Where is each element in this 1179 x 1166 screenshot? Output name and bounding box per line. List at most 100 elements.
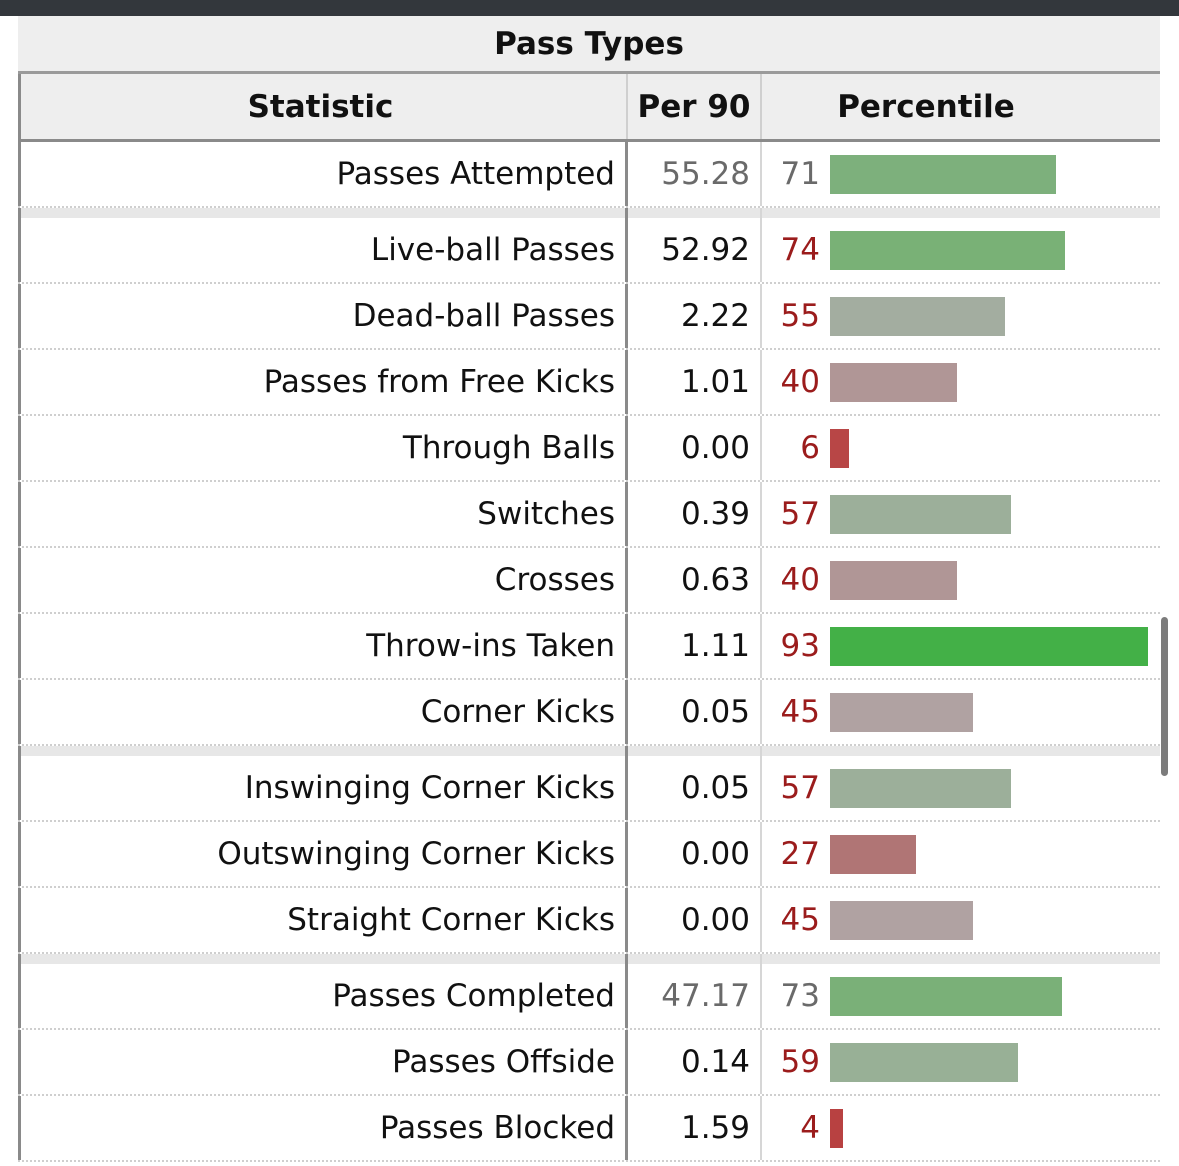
pass-types-table-container: Pass Types Statistic Per 90 Percentile P… xyxy=(18,16,1160,1166)
row-percentile-value: 4 xyxy=(800,1110,820,1146)
row-per-90-value: 0.05 xyxy=(628,756,762,820)
row-statistic-label: Dead-ball Passes xyxy=(18,284,628,348)
table-row: Passes Attempted 55.28 71 xyxy=(18,142,1160,208)
row-percentile-value: 93 xyxy=(780,628,820,664)
row-per-90-value: 1.01 xyxy=(628,350,762,414)
section-separator xyxy=(18,208,1160,218)
row-percentile-cell: 4 xyxy=(762,1096,1160,1160)
row-percentile-cell: 40 xyxy=(762,548,1160,612)
row-statistic-label: Through Balls xyxy=(18,416,628,480)
percentile-bar xyxy=(830,230,1065,270)
row-statistic-label: Outswinging Corner Kicks xyxy=(18,822,628,886)
row-percentile-value: 57 xyxy=(780,770,820,806)
row-per-90-value: 0.00 xyxy=(628,822,762,886)
table-header-row: Statistic Per 90 Percentile xyxy=(18,74,1160,142)
table-body: Passes Attempted 55.28 71 Live-ball Passes 5… xyxy=(18,142,1160,1162)
row-per-90-value: 0.39 xyxy=(628,482,762,546)
table-row: Crosses 0.63 40 xyxy=(18,548,1160,614)
row-percentile-value: 57 xyxy=(780,496,820,532)
percentile-bar xyxy=(830,834,916,874)
vertical-scrollbar[interactable] xyxy=(1161,617,1168,776)
row-per-90-value: 52.92 xyxy=(628,218,762,282)
header-percentile[interactable]: Percentile xyxy=(837,88,1015,125)
row-statistic-label: Throw-ins Taken xyxy=(18,614,628,678)
table-row: Dead-ball Passes 2.22 55 xyxy=(18,284,1160,350)
row-statistic-label: Passes Completed xyxy=(18,964,628,1028)
row-per-90-value: 0.00 xyxy=(628,416,762,480)
row-percentile-cell: 40 xyxy=(762,350,1160,414)
row-percentile-value: 45 xyxy=(780,902,820,938)
row-percentile-value: 6 xyxy=(800,430,820,466)
row-percentile-value: 55 xyxy=(780,298,820,334)
percentile-bar xyxy=(830,1042,1018,1082)
row-statistic-label: Passes Offside xyxy=(18,1030,628,1094)
row-percentile-cell: 71 xyxy=(762,142,1160,206)
row-percentile-cell: 27 xyxy=(762,822,1160,886)
row-statistic-label: Switches xyxy=(18,482,628,546)
header-statistic[interactable]: Statistic xyxy=(18,74,628,139)
percentile-bar xyxy=(830,428,849,468)
row-statistic-label: Passes from Free Kicks xyxy=(18,350,628,414)
percentile-bar xyxy=(830,154,1056,194)
row-statistic-label: Live-ball Passes xyxy=(18,218,628,282)
row-percentile-cell: 93 xyxy=(762,614,1160,678)
row-percentile-cell: 74 xyxy=(762,218,1160,282)
row-per-90-value: 55.28 xyxy=(628,142,762,206)
percentile-bar xyxy=(830,692,973,732)
table-caption: Pass Types xyxy=(18,16,1160,74)
percentile-bar xyxy=(830,494,1011,534)
table-row: Passes Blocked 1.59 4 xyxy=(18,1096,1160,1162)
row-statistic-label: Inswinging Corner Kicks xyxy=(18,756,628,820)
row-percentile-value: 40 xyxy=(780,562,820,598)
table-row: Passes Completed 47.17 73 xyxy=(18,964,1160,1030)
percentile-bar xyxy=(830,900,973,940)
row-percentile-value: 73 xyxy=(780,978,820,1014)
row-statistic-label: Straight Corner Kicks xyxy=(18,888,628,952)
table-row: Passes Offside 0.14 59 xyxy=(18,1030,1160,1096)
row-per-90-value: 0.05 xyxy=(628,680,762,744)
row-percentile-cell: 45 xyxy=(762,680,1160,744)
table-row: Passes from Free Kicks 1.01 40 xyxy=(18,350,1160,416)
section-separator xyxy=(18,954,1160,964)
row-percentile-cell: 73 xyxy=(762,964,1160,1028)
window-top-bar xyxy=(0,0,1179,16)
table-row: Throw-ins Taken 1.11 93 xyxy=(18,614,1160,680)
row-percentile-value: 40 xyxy=(780,364,820,400)
table-row: Inswinging Corner Kicks 0.05 57 xyxy=(18,756,1160,822)
row-percentile-cell: 59 xyxy=(762,1030,1160,1094)
table-row: Through Balls 0.00 6 xyxy=(18,416,1160,482)
percentile-bar xyxy=(830,626,1148,666)
percentile-bar xyxy=(830,1108,843,1148)
table-row: Outswinging Corner Kicks 0.00 27 xyxy=(18,822,1160,888)
row-percentile-value: 59 xyxy=(780,1044,820,1080)
percentile-bar xyxy=(830,560,957,600)
row-per-90-value: 2.22 xyxy=(628,284,762,348)
row-statistic-label: Corner Kicks xyxy=(18,680,628,744)
percentile-bar xyxy=(830,768,1011,808)
row-per-90-value: 0.00 xyxy=(628,888,762,952)
percentile-bar xyxy=(830,976,1062,1016)
row-percentile-cell: 55 xyxy=(762,284,1160,348)
row-percentile-value: 71 xyxy=(780,156,820,192)
row-per-90-value: 47.17 xyxy=(628,964,762,1028)
row-percentile-value: 27 xyxy=(780,836,820,872)
percentile-bar xyxy=(830,362,957,402)
header-per-90[interactable]: Per 90 xyxy=(628,74,762,139)
table-row: Straight Corner Kicks 0.00 45 xyxy=(18,888,1160,954)
row-per-90-value: 0.63 xyxy=(628,548,762,612)
row-per-90-value: 1.11 xyxy=(628,614,762,678)
section-separator xyxy=(18,746,1160,756)
table-row: Corner Kicks 0.05 45 xyxy=(18,680,1160,746)
row-per-90-value: 1.59 xyxy=(628,1096,762,1160)
row-percentile-cell: 45 xyxy=(762,888,1160,952)
row-statistic-label: Crosses xyxy=(18,548,628,612)
row-percentile-cell: 57 xyxy=(762,756,1160,820)
row-percentile-value: 74 xyxy=(780,232,820,268)
table-row: Live-ball Passes 52.92 74 xyxy=(18,218,1160,284)
row-percentile-value: 45 xyxy=(780,694,820,730)
row-percentile-cell: 57 xyxy=(762,482,1160,546)
row-per-90-value: 0.14 xyxy=(628,1030,762,1094)
table-row: Switches 0.39 57 xyxy=(18,482,1160,548)
row-statistic-label: Passes Blocked xyxy=(18,1096,628,1160)
row-statistic-label: Passes Attempted xyxy=(18,142,628,206)
